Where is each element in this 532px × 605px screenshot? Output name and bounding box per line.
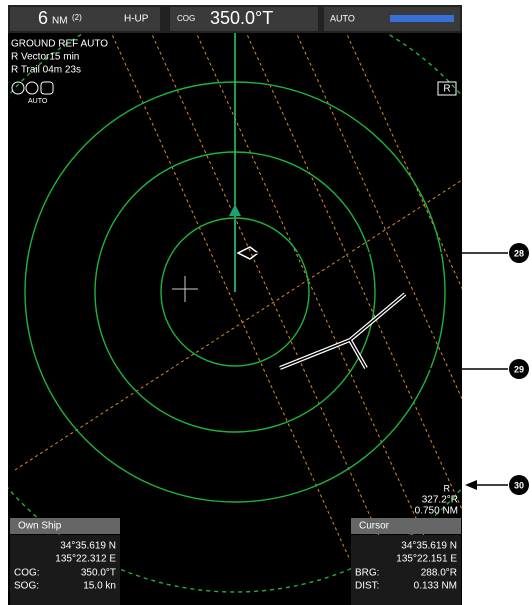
ebl-bearing: 327.2°R xyxy=(422,495,458,506)
cog-value: 350.0°T xyxy=(210,8,273,28)
cog-label: COG xyxy=(177,14,195,23)
icon-label: AUTO xyxy=(28,98,48,105)
longitude: 135°22.151 E xyxy=(396,554,457,565)
row-value: 350.0°T xyxy=(81,568,116,579)
callout-number: 30 xyxy=(514,480,524,490)
range-unit: NM xyxy=(52,16,68,27)
cursor-panel: Cursor 34°35.619 N 135°22.151 E BRG: 288.0°R… xyxy=(351,518,461,605)
ebl-marker: R xyxy=(444,483,451,493)
callout-number: 28 xyxy=(514,248,524,258)
latitude: 34°35.619 N xyxy=(401,541,457,552)
row-value: 15.0 kn xyxy=(83,581,116,592)
screen: 6 NM (2) H-UP COG 350.0°T AUTO GROUND RE… xyxy=(0,0,532,605)
row-label: DIST: xyxy=(355,581,379,592)
callout-arrow xyxy=(465,480,477,490)
orientation-mode: H-UP xyxy=(124,14,149,25)
range: 6 xyxy=(38,8,48,28)
row-value: 288.0°R xyxy=(421,568,457,579)
status-line: GROUND REF AUTO xyxy=(11,39,108,50)
row-label: SOG: xyxy=(14,581,39,592)
ebl-range: 0.750 NM xyxy=(415,506,458,517)
gain-mode: AUTO xyxy=(330,13,355,23)
own-ship-panel: Own Ship 34°35.619 N 135°22.312 E COG: 350.0… xyxy=(10,518,120,605)
longitude: 135°22.312 E xyxy=(55,554,116,565)
gain-bar xyxy=(390,15,454,22)
row-label: COG: xyxy=(14,568,40,579)
row-label: BRG: xyxy=(355,568,379,579)
panel-title: Cursor xyxy=(359,521,390,532)
ring-marker: R xyxy=(443,84,450,95)
callout-number: 29 xyxy=(514,364,524,374)
status-line: R Trail 04m 23s xyxy=(11,65,81,76)
latitude: 34°35.619 N xyxy=(60,541,116,552)
row-value: 0.133 NM xyxy=(414,581,457,592)
panel-title: Own Ship xyxy=(18,521,62,532)
range-index: (2) xyxy=(72,13,82,22)
status-line: R Vector15 min xyxy=(11,52,79,63)
